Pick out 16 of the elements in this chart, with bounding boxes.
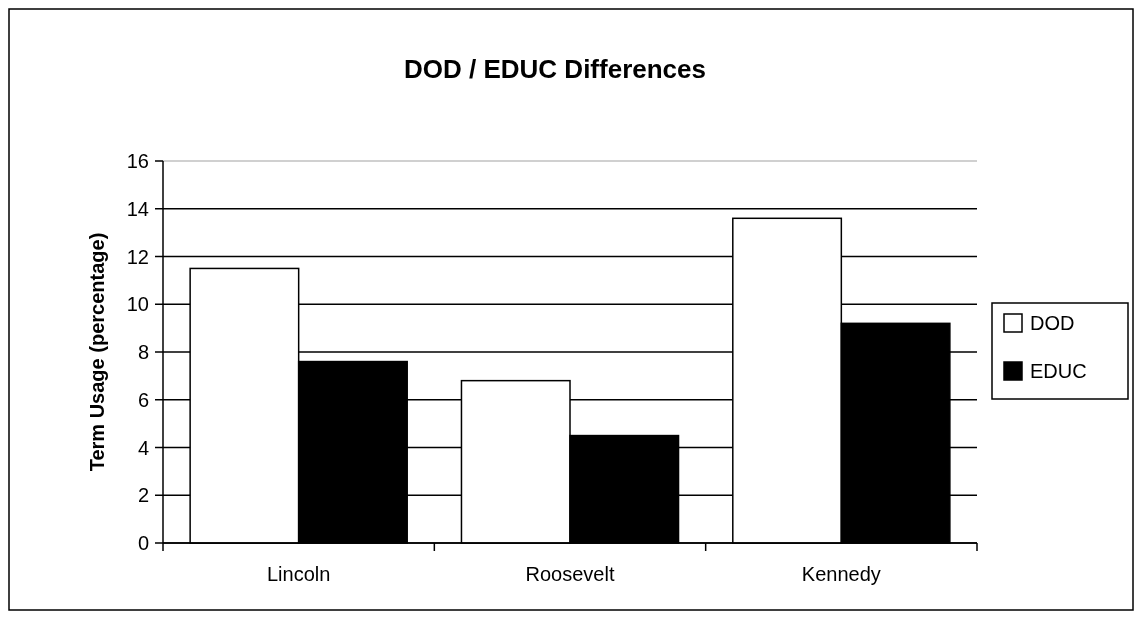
y-tick-label: 16 — [126, 150, 149, 172]
legend-label: EDUC — [1030, 360, 1087, 382]
x-tick-label: Lincoln — [266, 563, 331, 585]
y-tick-label: 4 — [137, 436, 149, 459]
y-tick-label: 12 — [126, 245, 149, 268]
y-tick-label: 0 — [137, 532, 149, 554]
y-tick-label: 8 — [137, 341, 149, 363]
x-tick-label: Roosevelt — [525, 563, 615, 585]
y-tick-label: 14 — [126, 197, 149, 220]
y-axis-title: Term Usage (percentage) — [86, 232, 108, 472]
chart-title: DOD / EDUC Differences — [404, 54, 706, 84]
legend-label: DOD — [1030, 312, 1075, 334]
y-tick-label: 10 — [126, 293, 149, 316]
x-tick-label: Kennedy — [801, 563, 881, 585]
y-tick-label: 2 — [137, 484, 149, 507]
y-tick-label: 6 — [137, 388, 149, 411]
